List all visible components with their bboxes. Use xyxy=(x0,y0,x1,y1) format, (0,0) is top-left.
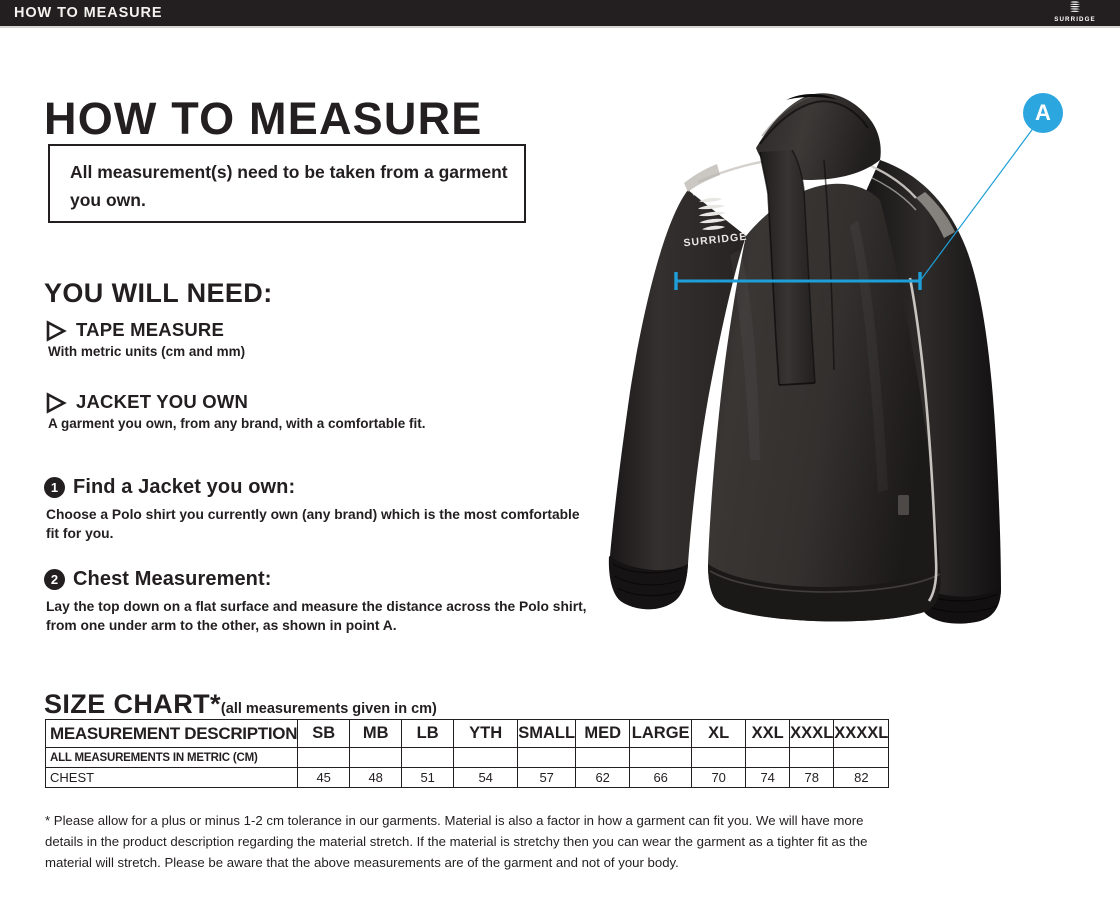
top-header-title: HOW TO MEASURE xyxy=(14,5,163,21)
table-cell: 45 xyxy=(297,767,351,788)
table-cell: 57 xyxy=(517,767,577,788)
table-cell: 62 xyxy=(575,767,631,788)
table-header-cell: MEASUREMENT DESCRIPTION xyxy=(44,719,299,748)
table-cell: 66 xyxy=(629,767,693,788)
table-cell xyxy=(297,747,351,768)
step-title: Chest Measurement: xyxy=(73,568,272,590)
need-item-title: JACKET YOU OWN xyxy=(76,391,249,412)
you-will-need-heading: YOU WILL NEED: xyxy=(44,278,273,309)
size-chart-asterisk: * xyxy=(210,689,221,720)
table-header-cell: MED xyxy=(575,719,631,748)
table-cell: 78 xyxy=(789,767,835,788)
product-image-jacket: SURRIDGE xyxy=(580,40,1040,660)
table-header-row: MEASUREMENT DESCRIPTION SB MB LB YTH SMA… xyxy=(44,719,890,748)
need-item-title: TAPE MEASURE xyxy=(76,319,225,340)
size-chart-footnote: * Please allow for a plus or minus 1-2 c… xyxy=(45,813,868,870)
table-cell xyxy=(745,747,791,768)
brand-logo: SURRIDGE xyxy=(1044,1,1106,25)
step-number-badge: 1 xyxy=(44,477,65,498)
step-title: Find a Jacket you own: xyxy=(73,476,296,498)
table-header-cell: XXXL xyxy=(789,719,835,748)
table-cell xyxy=(401,747,455,768)
table-cell xyxy=(629,747,693,768)
table-cell xyxy=(833,747,890,768)
table-row-label: CHEST xyxy=(44,767,299,788)
brand-wordmark: SURRIDGE xyxy=(1054,16,1096,23)
table-header-cell: XXL xyxy=(745,719,791,748)
table-cell xyxy=(789,747,835,768)
table-cell xyxy=(349,747,403,768)
need-item-subtitle: With metric units (cm and mm) xyxy=(48,344,246,359)
measure-point-marker-a: A xyxy=(1023,93,1063,133)
table-cell xyxy=(575,747,631,768)
table-cell xyxy=(453,747,519,768)
table-header-cell: LB xyxy=(401,719,455,748)
table-cell: 51 xyxy=(401,767,455,788)
step-body: Lay the top down on a flat surface and m… xyxy=(46,599,587,633)
table-header-cell: YTH xyxy=(453,719,519,748)
page-title: HOW TO MEASURE xyxy=(44,93,483,145)
header-divider xyxy=(0,26,1120,28)
table-header-cell: LARGE xyxy=(629,719,693,748)
top-header-bar: HOW TO MEASURE SURRIDGE xyxy=(0,0,1120,26)
table-header-cell: XXXXL xyxy=(833,719,890,748)
size-chart-heading-text: SIZE CHART xyxy=(44,689,210,720)
table-header-cell: MB xyxy=(349,719,403,748)
size-chart-note: (all measurements given in cm) xyxy=(220,701,437,718)
size-chart-table: MEASUREMENT DESCRIPTION SB MB LB YTH SMA… xyxy=(44,719,890,788)
table-row: CHEST 45 48 51 54 57 62 66 70 74 78 82 xyxy=(44,767,890,788)
surridge-s-mark-icon xyxy=(1068,1,1083,16)
table-header-cell: SB xyxy=(297,719,351,748)
table-row-label: ALL MEASUREMENTS IN METRIC (CM) xyxy=(44,747,299,768)
callout-box: All measurement(s) need to be taken from… xyxy=(48,144,526,223)
table-cell: 70 xyxy=(691,767,747,788)
table-cell: 82 xyxy=(833,767,890,788)
table-cell xyxy=(517,747,577,768)
size-chart-heading: SIZE CHART*(all measurements given in cm… xyxy=(44,688,437,725)
table-cell: 74 xyxy=(745,767,791,788)
step-body: Choose a Polo shirt you currently own (a… xyxy=(46,507,580,541)
need-item-subtitle: A garment you own, from any brand, with … xyxy=(48,416,426,431)
table-cell: 48 xyxy=(349,767,403,788)
table-cell xyxy=(691,747,747,768)
table-header-cell: SMALL xyxy=(517,719,577,748)
table-cell: 54 xyxy=(453,767,519,788)
table-header-cell: XL xyxy=(691,719,747,748)
table-row: ALL MEASUREMENTS IN METRIC (CM) xyxy=(44,747,890,768)
step-number-badge: 2 xyxy=(44,569,65,590)
callout-text: All measurement(s) need to be taken from… xyxy=(70,162,508,210)
